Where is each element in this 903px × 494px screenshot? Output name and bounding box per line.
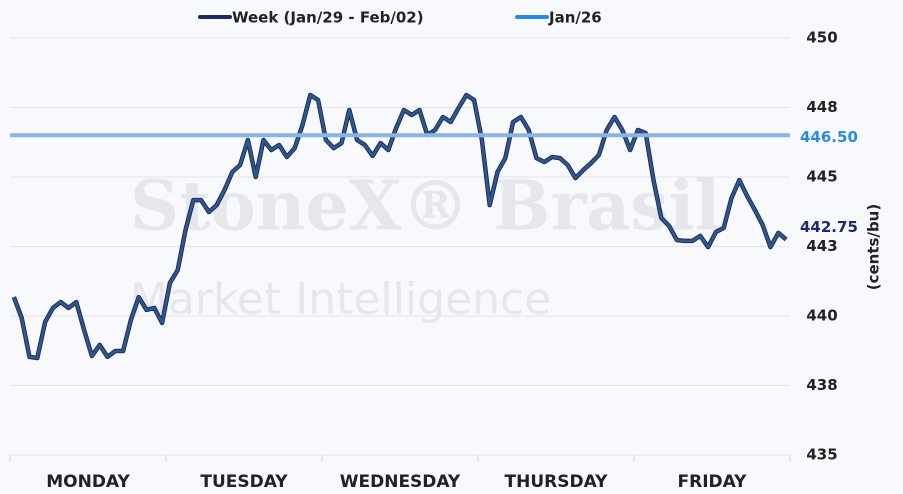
y-tick-label: 440 [806, 307, 837, 325]
legend-label: Week (Jan/29 - Feb/02) [232, 9, 424, 27]
y-tick-label: 438 [806, 376, 837, 394]
x-tick-label: MONDAY [46, 472, 130, 492]
watermark: Market Intelligence [130, 274, 551, 325]
y-tick-label: 450 [806, 29, 837, 47]
x-tick-label: FRIDAY [678, 472, 748, 492]
y-tick-label: 445 [806, 168, 837, 186]
watermark: StoneX® Brasil [130, 167, 720, 247]
y-tick-label: 448 [806, 98, 837, 116]
y-tick-label: 435 [806, 446, 837, 464]
line-highlight [12, 93, 787, 360]
x-tick-label: TUESDAY [200, 472, 288, 492]
value-label: 442.75 [800, 218, 858, 236]
x-tick-label: WEDNESDAY [340, 472, 461, 492]
value-label: 446.50 [800, 128, 858, 146]
legend-label: Jan/26 [548, 9, 602, 27]
y-tick-label: 443 [806, 237, 837, 255]
x-tick-label: THURSDAY [505, 472, 609, 492]
y-axis-label: (cents/bu) [865, 204, 883, 290]
